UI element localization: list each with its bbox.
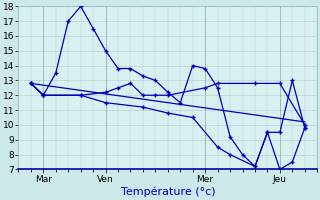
X-axis label: Température (°c): Température (°c) [121, 187, 215, 197]
